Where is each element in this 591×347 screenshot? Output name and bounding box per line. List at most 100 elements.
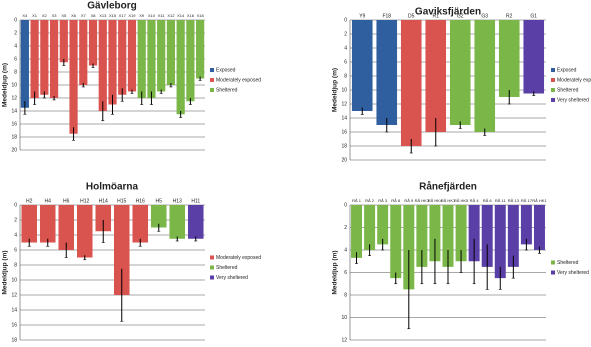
y-tick-label: 6 — [344, 59, 347, 65]
y-tick-label: 10 — [341, 87, 347, 93]
x-tick-label: H5 — [156, 198, 163, 204]
bar — [137, 20, 146, 98]
legend-swatch — [551, 270, 555, 275]
bar — [40, 20, 49, 95]
bar — [481, 205, 493, 267]
bar — [79, 20, 88, 85]
y-tick-label: 0 — [14, 202, 17, 208]
x-tick-label: R2 — [506, 13, 513, 19]
bar — [449, 20, 471, 125]
y-tick-label: 0 — [14, 17, 17, 23]
bar — [403, 205, 415, 290]
y-tick-label: 18 — [11, 134, 17, 140]
x-tick-label: H13 — [173, 198, 182, 204]
bar — [108, 20, 117, 105]
y-axis-label: Medeldjup (m) — [2, 250, 9, 294]
bar — [150, 205, 167, 228]
x-tick-label: RÅ 17 — [521, 198, 533, 203]
bar — [468, 205, 480, 262]
bar — [520, 205, 532, 245]
bar — [187, 205, 204, 239]
y-tick-label: 14 — [341, 115, 347, 121]
y-tick-label: 12 — [341, 101, 347, 107]
x-tick-label: X7 — [81, 13, 87, 18]
y-tick-label: 8 — [14, 69, 17, 75]
legend-label: Very sheltered — [557, 97, 589, 103]
x-tick-label: F18 — [382, 13, 391, 19]
bar — [88, 20, 98, 66]
y-tick-label: 14 — [11, 108, 17, 114]
x-tick-label: RÅ 11 — [495, 198, 507, 203]
y-tick-label: 0 — [344, 202, 347, 208]
legend-label: Sheltered — [557, 87, 579, 93]
x-tick-label: R1 — [433, 13, 440, 19]
y-tick-label: 16 — [341, 129, 347, 135]
x-tick-label: X13 — [99, 13, 107, 18]
legend-label: Very sheltered — [557, 270, 589, 276]
legend-label: Very sheltered — [216, 275, 248, 281]
x-tick-label: X15 — [109, 13, 117, 18]
y-tick-label: 6 — [14, 56, 17, 62]
y-tick-label: 0 — [344, 17, 347, 23]
bar — [442, 205, 454, 267]
bar — [416, 205, 428, 267]
x-tick-label: RÅ HK4 — [428, 198, 443, 203]
y-tick-label: 20 — [11, 147, 17, 153]
legend-swatch — [210, 68, 214, 72]
x-tick-label: RÅ 8 — [391, 198, 401, 203]
x-tick-label: H15 — [117, 198, 126, 204]
x-tick-label: G2 — [457, 13, 464, 19]
x-tick-label: X14 — [177, 13, 185, 18]
bar — [132, 205, 149, 243]
bar — [533, 205, 545, 250]
bar — [20, 20, 29, 108]
y-tick-label: 16 — [11, 121, 17, 127]
x-tick-label: H2 — [26, 198, 33, 204]
bar — [351, 205, 363, 258]
x-tick-label: RÅ 9 — [404, 198, 414, 203]
bar — [186, 20, 195, 102]
bar — [98, 20, 107, 111]
x-tick-label: H6 — [63, 198, 70, 204]
legend-label: Sheltered — [216, 265, 238, 271]
legend-swatch — [210, 78, 214, 82]
chart-title: Gaviksfjärden — [415, 7, 481, 18]
y-tick-label: 4 — [14, 232, 17, 238]
bar — [39, 205, 56, 243]
y-tick-label: 12 — [11, 292, 17, 298]
y-axis-label: Medeldjup (m) — [332, 68, 339, 112]
bar — [429, 205, 441, 262]
y-tick-label: 4 — [344, 45, 347, 51]
x-tick-label: X5 — [61, 13, 67, 18]
bar — [390, 205, 402, 279]
x-tick-label: RÅ 13 — [508, 198, 520, 203]
bar — [21, 205, 38, 243]
y-tick-label: 8 — [344, 73, 347, 79]
bar — [118, 20, 127, 95]
x-tick-label: G1 — [530, 13, 537, 19]
bar — [523, 20, 545, 94]
legend-label: Moderately exposed — [216, 77, 261, 83]
chart-title: Holmöarna — [86, 182, 139, 193]
x-tick-label: H14 — [99, 198, 108, 204]
x-tick-label: X16 — [187, 13, 195, 18]
x-tick-label: X3 — [52, 13, 58, 18]
bar — [425, 20, 447, 132]
x-tick-label: Y9 — [359, 13, 365, 19]
bar — [498, 20, 520, 97]
legend-swatch — [210, 275, 214, 280]
y-tick-label: 14 — [11, 307, 17, 313]
x-tick-label: X9 — [139, 13, 145, 18]
legend-label: Sheltered — [557, 260, 579, 266]
bar — [69, 20, 78, 134]
y-axis-label: Medeldjup (m) — [332, 250, 339, 294]
x-tick-label: H12 — [80, 198, 89, 204]
x-tick-label: X11 — [158, 13, 166, 18]
y-tick-label: 2 — [344, 31, 347, 37]
legend-label: Sheltered — [216, 87, 238, 93]
x-tick-label: H11 — [191, 198, 200, 204]
y-tick-label: 6 — [344, 270, 347, 276]
bar — [494, 205, 506, 279]
bar — [351, 20, 373, 111]
y-tick-label: 10 — [11, 277, 17, 283]
